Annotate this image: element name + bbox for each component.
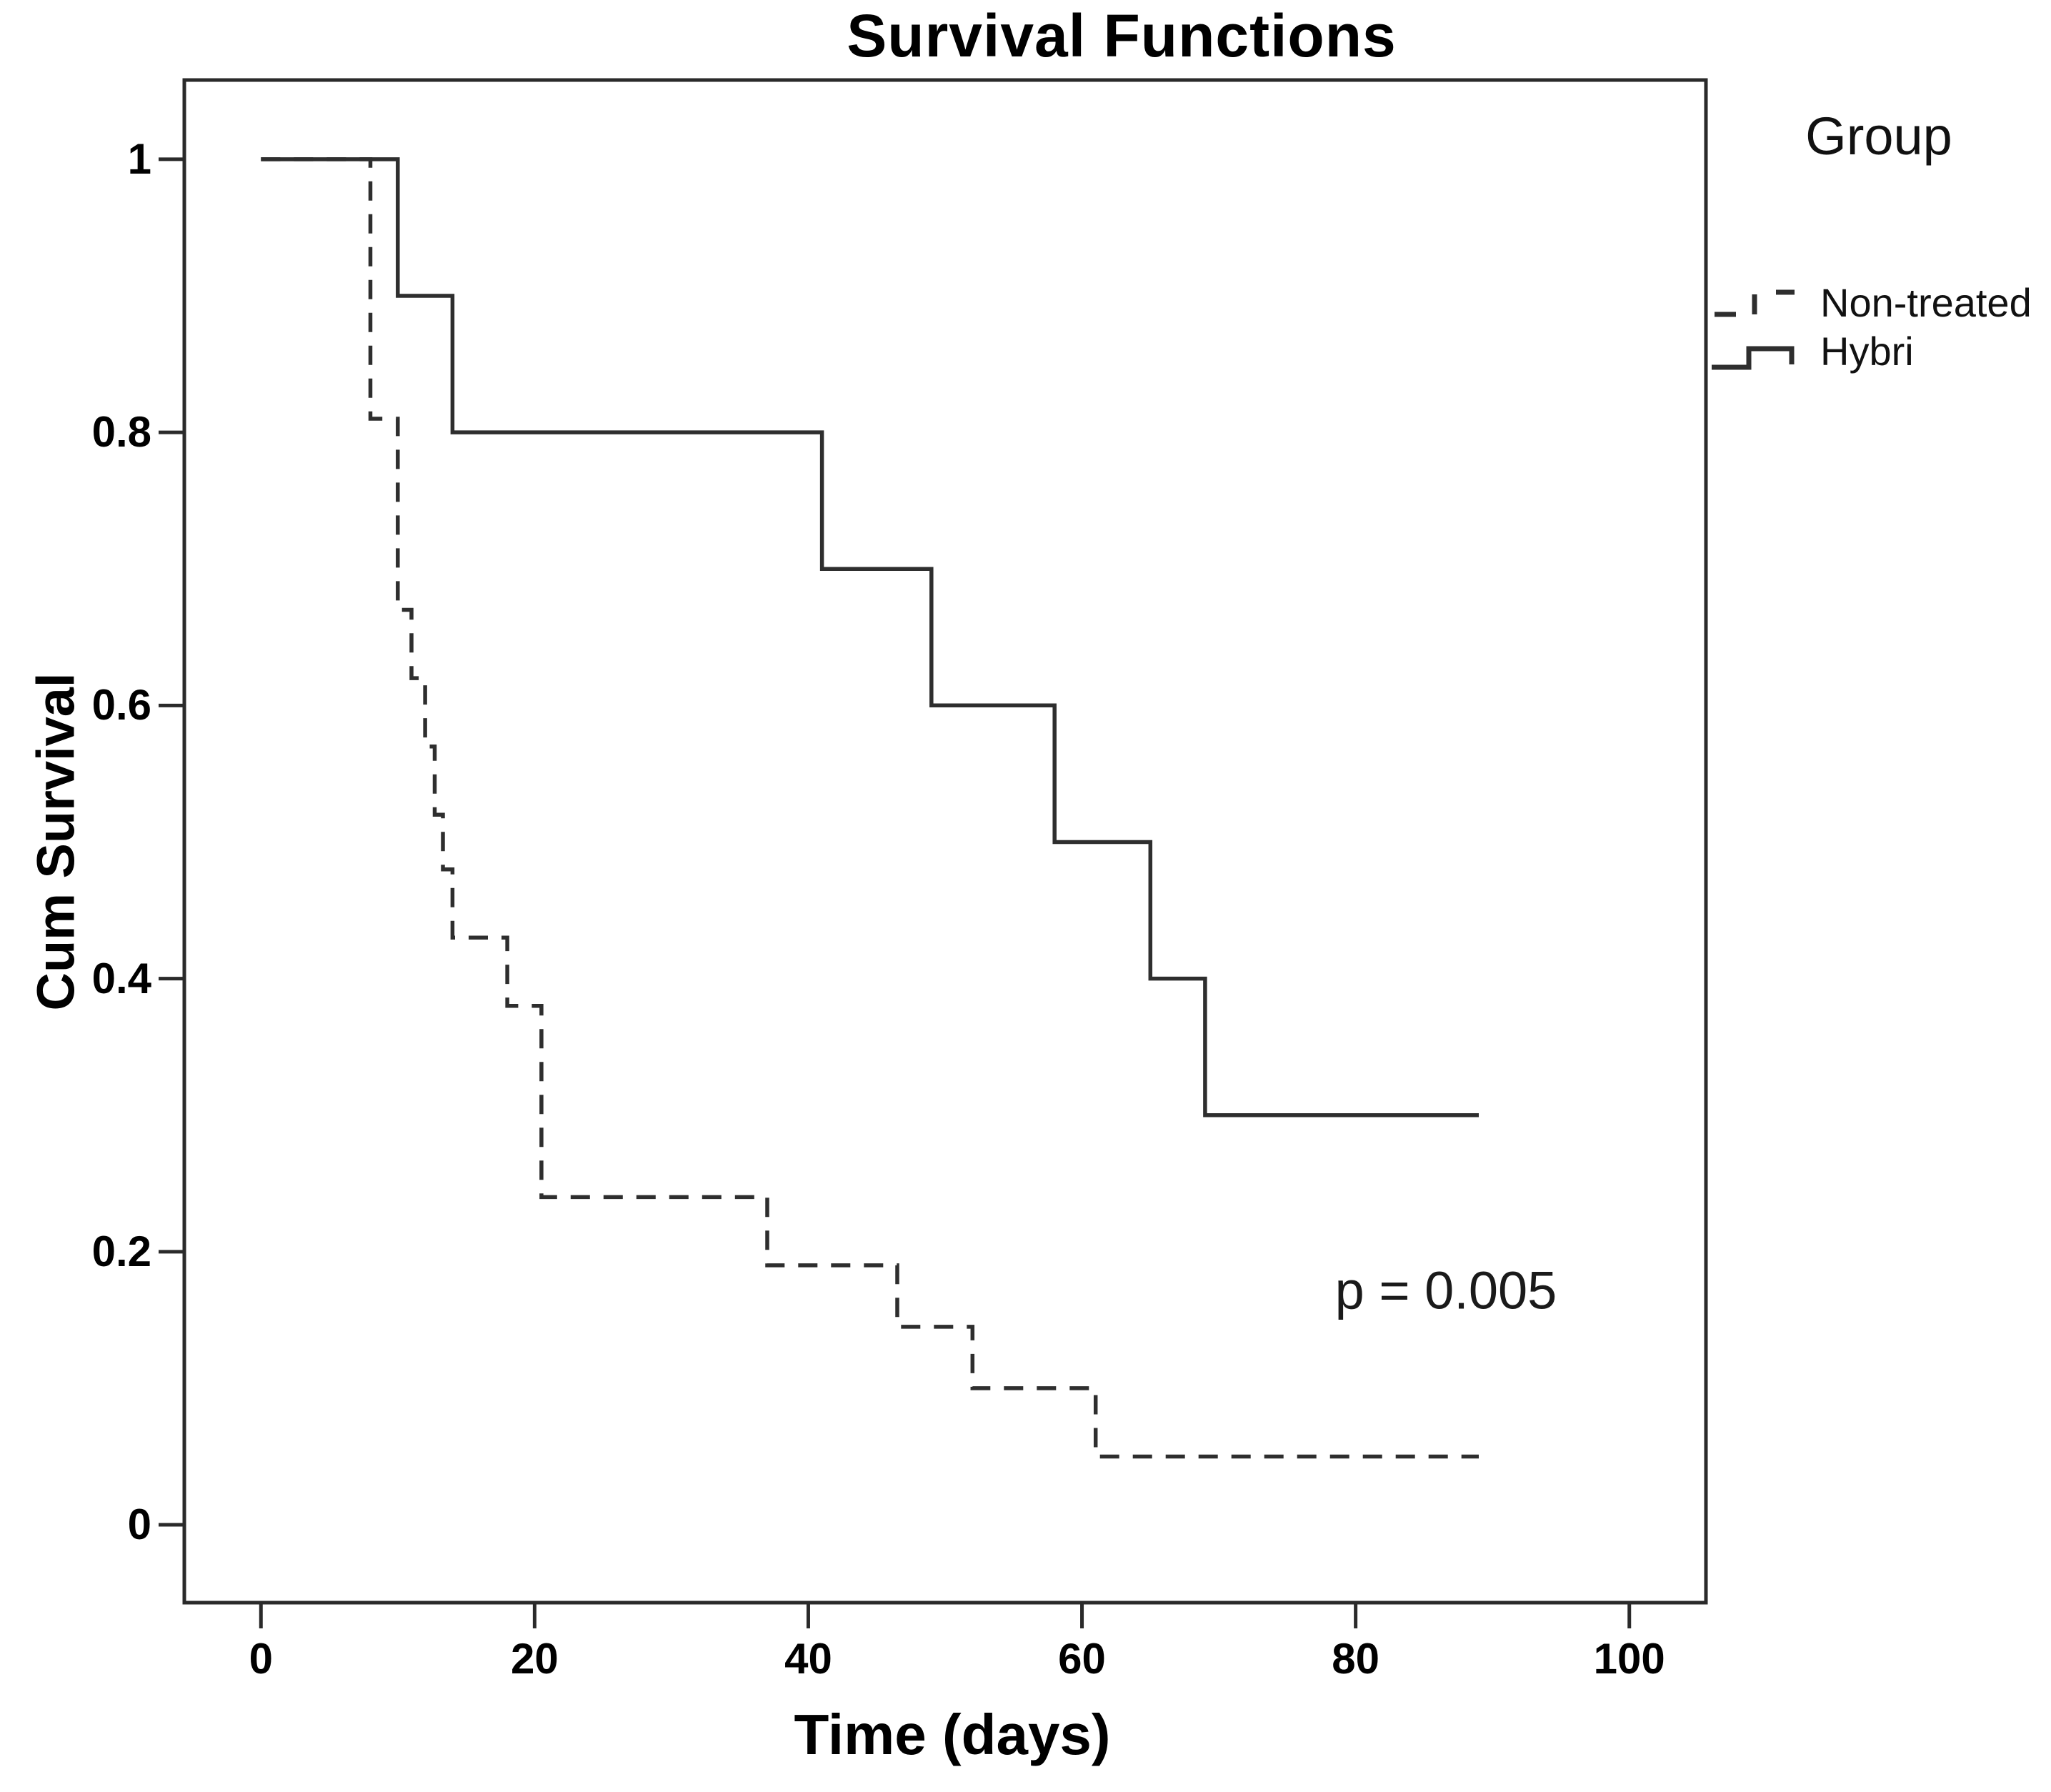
legend-item-label: Non-treated	[1820, 279, 2032, 325]
y-tick-label: 0.2	[91, 1227, 151, 1275]
y-tick-label: 0.4	[91, 954, 151, 1002]
x-tick-label: 0	[249, 1635, 273, 1683]
y-tick-label: 0	[127, 1500, 151, 1549]
y-tick-label: 0.6	[91, 681, 151, 730]
y-tick-label: 1	[127, 134, 151, 183]
x-tick-label: 40	[784, 1635, 832, 1683]
legend-item-label: Hybri	[1820, 328, 1914, 374]
x-axis-label: Time (days)	[794, 1703, 1111, 1766]
legend-title: Group	[1805, 106, 1952, 166]
x-tick-label: 100	[1593, 1635, 1665, 1683]
x-tick-label: 80	[1332, 1635, 1379, 1683]
x-tick-label: 60	[1058, 1635, 1106, 1683]
x-tick-label: 20	[510, 1635, 559, 1683]
series-line-non-treated	[261, 157, 1479, 1459]
dashed-step-line-icon	[1715, 289, 1795, 317]
legend-item-non-treated: Non-treated	[1707, 279, 2032, 326]
legend: Group Non-treated Hybri	[1707, 93, 2051, 374]
series-line-hybri	[261, 157, 1479, 1117]
p-value-annotation: p = 0.005	[1334, 1260, 1557, 1320]
chart-title: Survival Functions	[847, 2, 1397, 69]
legend-item-hybri: Hybri	[1707, 327, 1914, 374]
plot-border	[182, 78, 1708, 1605]
y-tick-label: 0.8	[91, 408, 151, 457]
solid-step-line-icon	[1712, 346, 1795, 370]
